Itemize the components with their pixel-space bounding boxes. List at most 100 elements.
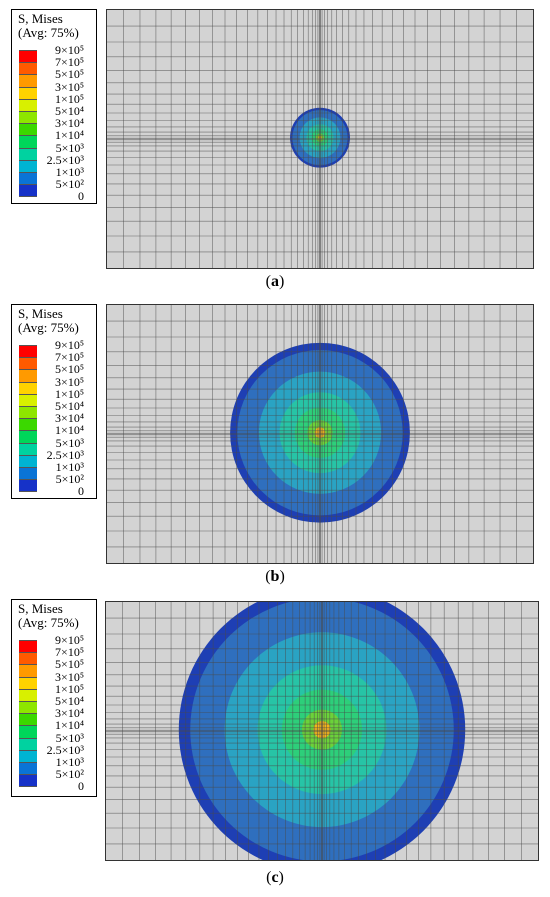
legend-swatch — [19, 479, 37, 492]
legend-swatch — [19, 713, 37, 726]
legend-level-label: 3×10⁴ — [55, 411, 84, 426]
legend-title: S, Mises — [18, 306, 63, 321]
legend-swatch — [19, 357, 37, 370]
legend-swatch — [19, 406, 37, 419]
legend-level-label: 1×10⁵ — [55, 386, 84, 401]
legend-swatch — [19, 737, 37, 750]
legend-title: S, Mises — [18, 601, 63, 616]
legend-swatch — [19, 381, 37, 394]
legend-b: S, Mises (Avg: 75%) 9×10⁵ 7×10⁵ 5×10⁵ 3×10⁵ 1×… — [11, 304, 97, 499]
legend-swatch — [19, 345, 37, 358]
legend-level-label: 5×10³ — [55, 730, 84, 745]
panel-a: S, Mises (Avg: 75%) 9×10⁵ 7×10⁵ 5×10⁵ 3×10⁵ 1×… — [0, 0, 550, 300]
legend-swatch — [19, 98, 37, 111]
legend-level-label: 0 — [78, 484, 84, 499]
legend-level-label: 1×10⁴ — [55, 423, 84, 438]
legend-level-label: 5×10⁴ — [55, 694, 84, 708]
legend-level-label: 7×10⁵ — [55, 350, 84, 365]
legend-swatch — [19, 664, 37, 677]
legend-level-label: 3×10⁵ — [55, 374, 84, 389]
legend-swatch — [19, 369, 37, 382]
legend-subtitle: (Avg: 75%) — [18, 615, 79, 630]
legend-swatch — [19, 774, 37, 787]
legend-level-label: 2.5×10³ — [46, 152, 84, 167]
caption-b: (b) — [265, 568, 285, 585]
legend-swatch — [19, 111, 37, 124]
legend-swatch — [19, 50, 37, 63]
legend-swatch — [19, 62, 37, 75]
legend-level-label: 5×10⁵ — [55, 657, 84, 672]
legend-level-label: 1×10³ — [55, 755, 84, 769]
legend-swatch — [19, 196, 37, 198]
legend-level-label: 2.5×10³ — [46, 447, 84, 462]
legend-title: S, Mises — [18, 11, 63, 26]
legend-level-label: 1×10⁵ — [55, 91, 84, 106]
legend-swatch — [19, 467, 37, 480]
legend-level-label: 5×10² — [55, 472, 84, 487]
legend-a: S, Mises (Avg: 75%) 9×10⁵ 7×10⁵ 5×10⁵ 3×10⁵ 1×… — [11, 9, 97, 204]
legend-level-label: 5×10⁵ — [55, 362, 84, 377]
mesh-border — [106, 304, 534, 564]
legend-level-label: 1×10³ — [55, 165, 84, 179]
legend-level-label: 1×10⁴ — [55, 128, 84, 143]
legend-level-label: 3×10⁵ — [55, 79, 84, 94]
legend-level-label: 0 — [78, 189, 84, 204]
legend-level-label: 9×10⁵ — [55, 338, 84, 352]
legend-swatch — [19, 184, 37, 197]
legend-level-label: 3×10⁴ — [55, 706, 84, 721]
legend-level-label: 1×10⁴ — [55, 718, 84, 733]
legend-level-label: 5×10⁴ — [55, 399, 84, 413]
panel-b: S, Mises (Avg: 75%) 9×10⁵ 7×10⁵ 5×10⁵ 3×10⁵ 1×… — [11, 304, 534, 585]
legend-swatch — [19, 676, 37, 689]
legend-level-label: 7×10⁵ — [55, 645, 84, 660]
legend-swatch — [19, 172, 37, 185]
legend-swatch — [19, 786, 37, 788]
legend-c: S, Mises (Avg: 75%) 9×10⁵ 7×10⁵ 5×10⁵ 3×10⁵ 1×… — [11, 599, 97, 797]
mesh-border — [106, 9, 534, 269]
legend-level-label: 2.5×10³ — [46, 742, 84, 757]
legend-swatch — [19, 147, 37, 160]
legend-level-label: 1×10³ — [55, 460, 84, 474]
legend-level-label: 5×10⁴ — [55, 104, 84, 118]
legend-subtitle: (Avg: 75%) — [18, 320, 79, 335]
mesh-gridlines — [106, 9, 534, 269]
mesh-border — [105, 601, 539, 861]
legend-swatch — [19, 74, 37, 87]
mesh-plot-b — [106, 304, 534, 564]
legend-swatch — [19, 442, 37, 455]
legend-swatch — [19, 491, 37, 493]
legend-level-label: 5×10² — [55, 177, 84, 192]
legend-swatch — [19, 159, 37, 172]
legend-swatch — [19, 749, 37, 762]
mesh-gridlines — [105, 601, 539, 861]
legend-swatch — [19, 725, 37, 738]
legend-level-label: 0 — [78, 779, 84, 794]
legend-level-label: 3×10⁴ — [55, 116, 84, 131]
caption-a: (a) — [265, 273, 285, 290]
legend-level-label: 5×10³ — [55, 140, 84, 155]
legend-level-label: 3×10⁵ — [55, 669, 84, 684]
legend-swatch — [19, 652, 37, 665]
legend-swatch — [19, 86, 37, 99]
legend-swatch — [19, 418, 37, 431]
caption-c: (c) — [266, 869, 284, 886]
legend-swatch — [19, 430, 37, 443]
mesh-gridlines — [106, 304, 534, 564]
legend-swatch — [19, 701, 37, 714]
legend-subtitle: (Avg: 75%) — [18, 25, 79, 40]
legend-level-label: 5×10² — [55, 767, 84, 782]
legend-swatch — [19, 688, 37, 701]
mesh-plot-a — [106, 9, 534, 269]
legend-swatch — [19, 454, 37, 467]
legend-swatch — [19, 640, 37, 653]
mesh-plot-c — [105, 601, 539, 861]
legend-level-label: 7×10⁵ — [55, 55, 84, 70]
legend-level-label: 1×10⁵ — [55, 681, 84, 696]
legend-level-label: 5×10⁵ — [55, 67, 84, 82]
legend-level-label: 5×10³ — [55, 435, 84, 450]
legend-swatch — [19, 135, 37, 148]
legend-swatch — [19, 393, 37, 406]
legend-swatch — [19, 762, 37, 775]
legend-level-label: 9×10⁵ — [55, 43, 84, 57]
